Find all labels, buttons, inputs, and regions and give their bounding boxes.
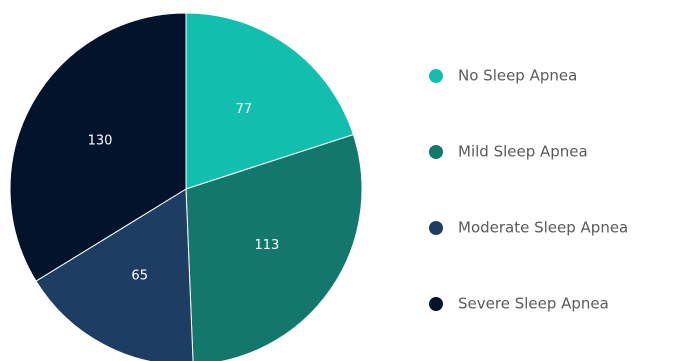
- legend-label: Severe Sleep Apnea: [458, 295, 609, 313]
- data-label-mild-sleep-apnea: 113: [254, 238, 279, 253]
- pie-slice-mild-sleep-apnea: [185, 133, 363, 361]
- pie-slice-moderate-sleep-apnea: [35, 188, 194, 361]
- legend-item-moderate-sleep-apnea: Moderate Sleep Apnea: [429, 219, 628, 237]
- data-label-severe-sleep-apnea: 130: [88, 133, 113, 148]
- legend-marker: [429, 221, 443, 235]
- legend-label: Moderate Sleep Apnea: [458, 219, 628, 237]
- data-label-no-sleep-apnea: 77: [236, 102, 253, 117]
- legend-item-severe-sleep-apnea: Severe Sleep Apnea: [429, 295, 609, 313]
- pie-slice-no-sleep-apnea: [185, 12, 355, 190]
- legend-item-no-sleep-apnea: No Sleep Apnea: [429, 67, 577, 85]
- pie-slice-severe-sleep-apnea: [9, 12, 187, 282]
- legend: No Sleep Apnea Mild Sleep Apnea Moderate S…: [429, 67, 628, 313]
- legend-label: Mild Sleep Apnea: [458, 143, 588, 161]
- legend-item-mild-sleep-apnea: Mild Sleep Apnea: [429, 143, 588, 161]
- legend-marker: [429, 69, 443, 83]
- pie-slices: [9, 12, 363, 361]
- legend-marker: [429, 297, 443, 311]
- legend-marker: [429, 145, 443, 159]
- data-label-moderate-sleep-apnea: 65: [131, 269, 148, 284]
- legend-label: No Sleep Apnea: [458, 67, 577, 85]
- slice-labels: 77 113 65 130: [88, 102, 280, 284]
